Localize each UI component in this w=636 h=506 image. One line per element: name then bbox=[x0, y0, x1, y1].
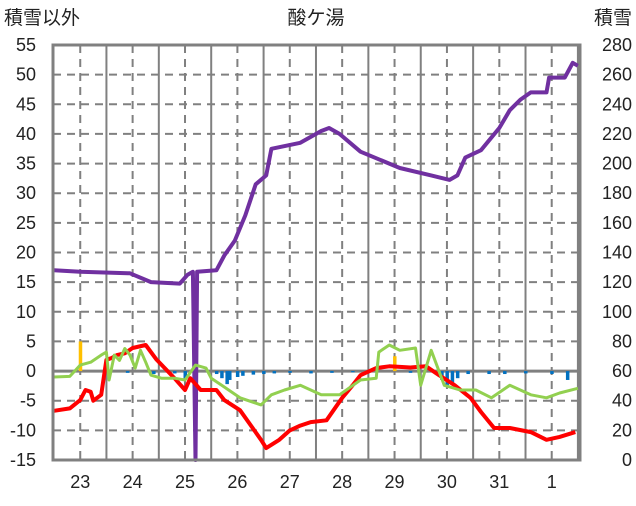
x-tick-label: 28 bbox=[332, 472, 352, 492]
left-tick-label: 5 bbox=[26, 331, 36, 351]
blue-bars-bar bbox=[225, 371, 229, 385]
grid bbox=[53, 45, 580, 460]
snow-depth-line bbox=[53, 60, 579, 462]
blue-bars-bar bbox=[487, 371, 491, 375]
x-tick-label: 31 bbox=[489, 472, 509, 492]
left-tick-label: 20 bbox=[16, 243, 36, 263]
blue-bars-bar bbox=[351, 371, 355, 373]
x-tick-label: 23 bbox=[70, 472, 90, 492]
blue-bars-bar bbox=[235, 371, 240, 377]
right-tick-label: 80 bbox=[612, 331, 632, 351]
orange-bars-bar bbox=[393, 356, 397, 372]
right-tick-label: 160 bbox=[602, 213, 632, 233]
x-tick-label: 30 bbox=[437, 472, 457, 492]
right-tick-label: 100 bbox=[602, 302, 632, 322]
left-tick-label: -15 bbox=[10, 450, 36, 470]
left-tick-label: 35 bbox=[16, 154, 36, 174]
x-tick-label: 25 bbox=[175, 472, 195, 492]
right-tick-label: 40 bbox=[612, 391, 632, 411]
left-tick-label: 40 bbox=[16, 124, 36, 144]
right-tick-label: 120 bbox=[602, 272, 632, 292]
green-series-line bbox=[53, 343, 579, 407]
left-tick-label: -5 bbox=[20, 391, 36, 411]
x-tick-label: 1 bbox=[547, 472, 557, 492]
blue-bars-bar bbox=[455, 371, 460, 379]
left-tick-label: 10 bbox=[16, 302, 36, 322]
blue-bars-bar bbox=[466, 371, 470, 375]
chart-title: 酸ケ湯 bbox=[287, 7, 344, 29]
left-tick-label: 55 bbox=[16, 35, 36, 55]
blue-bars-bar bbox=[288, 371, 292, 373]
blue-bars-bar bbox=[309, 371, 313, 374]
orange-bars-bar bbox=[78, 341, 83, 372]
x-tick-label: 24 bbox=[123, 472, 143, 492]
right-tick-label: 180 bbox=[602, 183, 632, 203]
left-tick-label: 50 bbox=[16, 65, 36, 85]
blue-bars-bar bbox=[262, 371, 266, 375]
left-tick-label: 0 bbox=[26, 361, 36, 381]
x-tick-label: 29 bbox=[385, 472, 405, 492]
blue-bars-bar bbox=[241, 371, 245, 376]
x-tick-label: 27 bbox=[280, 472, 300, 492]
x-tick-label: 26 bbox=[227, 472, 247, 492]
right-tick-label: 220 bbox=[602, 124, 632, 144]
blue-bars-bar bbox=[214, 371, 219, 375]
left-tick-label: 45 bbox=[16, 94, 36, 114]
bars bbox=[78, 341, 570, 386]
lines bbox=[53, 60, 579, 462]
blue-bars-bar bbox=[251, 371, 256, 375]
blue-bars-bar bbox=[503, 371, 507, 375]
tick-labels: -15 -10 -5 0 5 10 15 20 25 30 35 40 45 50 55 0 20 40 60 80 1… bbox=[10, 35, 632, 492]
blue-bars-bar bbox=[272, 371, 277, 374]
right-axis-label: 積雪 bbox=[594, 7, 632, 29]
blue-bars-bar bbox=[152, 371, 156, 375]
blue-bars-bar bbox=[565, 371, 570, 380]
right-tick-label: 20 bbox=[612, 420, 632, 440]
left-axis-label: 積雪以外 bbox=[4, 7, 80, 29]
blue-bars-bar bbox=[450, 371, 455, 383]
blue-bars-bar bbox=[228, 371, 232, 380]
left-tick-label: 25 bbox=[16, 213, 36, 233]
blue-bars-bar bbox=[550, 371, 554, 375]
right-tick-label: 200 bbox=[602, 154, 632, 174]
left-tick-label: 30 bbox=[16, 183, 36, 203]
right-tick-label: 240 bbox=[602, 94, 632, 114]
plot-frame bbox=[51, 43, 582, 462]
blue-bars-bar bbox=[408, 371, 413, 373]
blue-bars-bar bbox=[330, 371, 334, 373]
left-tick-label: 15 bbox=[16, 272, 36, 292]
blue-bars-bar bbox=[524, 371, 528, 374]
blue-bars-bar bbox=[173, 371, 177, 374]
blue-bars-bar bbox=[125, 371, 130, 373]
right-tick-label: 60 bbox=[612, 361, 632, 381]
blue-bars-bar bbox=[220, 371, 224, 379]
left-tick-label: -10 bbox=[10, 420, 36, 440]
right-tick-label: 280 bbox=[602, 35, 632, 55]
blue-bars-bar bbox=[183, 371, 188, 379]
right-tick-label: 0 bbox=[622, 450, 632, 470]
right-tick-label: 260 bbox=[602, 65, 632, 85]
right-tick-label: 140 bbox=[602, 243, 632, 263]
